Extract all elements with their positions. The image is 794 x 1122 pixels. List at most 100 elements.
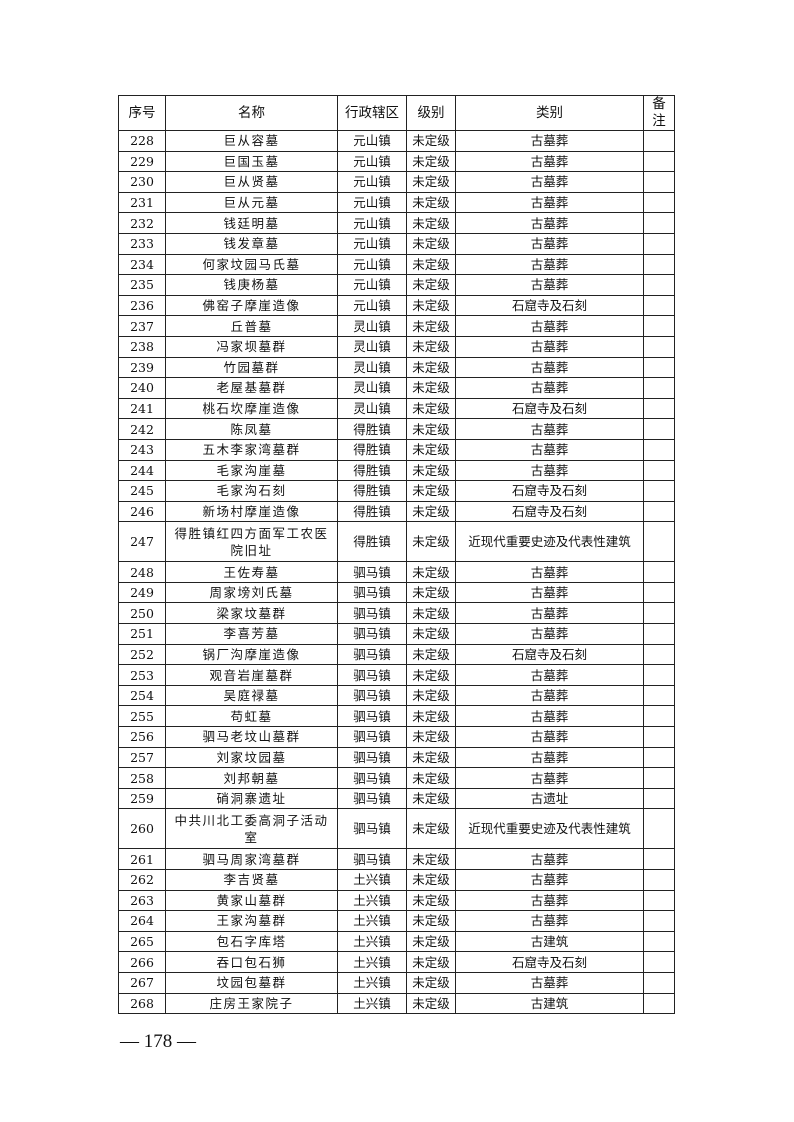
cell-remark	[643, 971, 675, 994]
cell-category: 石窟寺及石刻	[455, 294, 644, 317]
cell-district: 元山镇	[337, 130, 407, 152]
cell-no: 259	[118, 787, 166, 810]
cell-category: 古墓葬	[455, 459, 644, 482]
cell-name: 梁家坟墓群	[165, 602, 338, 625]
cell-level: 未定级	[406, 253, 456, 276]
table-row: 261 驷马周家湾墓群 驷马镇 未定级 古墓葬	[118, 848, 675, 870]
cell-district: 驷马镇	[337, 808, 407, 850]
table-row: 265 包石字库塔 土兴镇 未定级 古建筑	[118, 930, 675, 953]
table-row: 238 冯家坝墓群 灵山镇 未定级 古墓葬	[118, 335, 675, 358]
cell-no: 249	[118, 581, 166, 604]
cell-level: 未定级	[406, 910, 456, 932]
cell-level: 未定级	[406, 602, 456, 625]
cell-name: 佛窑子摩崖造像	[165, 294, 338, 317]
cell-no: 229	[118, 150, 166, 173]
table-row: 262 李吉贤墓 土兴镇 未定级 古墓葬	[118, 869, 675, 891]
cell-district: 灵山镇	[337, 356, 407, 379]
cell-no: 237	[118, 315, 166, 337]
table-row: 255 苟虹墓 驷马镇 未定级 古墓葬	[118, 705, 675, 728]
cell-category: 古墓葬	[455, 889, 644, 912]
table-row: 246 新场村摩崖造像 得胜镇 未定级 石窟寺及石刻	[118, 500, 675, 523]
cell-district: 驷马镇	[337, 848, 407, 870]
page-number: — 178 —	[120, 1031, 196, 1052]
cell-category: 石窟寺及石刻	[455, 643, 644, 666]
cell-district: 土兴镇	[337, 889, 407, 912]
cell-district: 元山镇	[337, 150, 407, 173]
cell-category: 石窟寺及石刻	[455, 480, 644, 502]
cell-district: 元山镇	[337, 171, 407, 193]
table-row: 252 锅厂沟摩崖造像 驷马镇 未定级 石窟寺及石刻	[118, 643, 675, 666]
table-row: 244 毛家沟崖墓 得胜镇 未定级 古墓葬	[118, 459, 675, 482]
cell-district: 土兴镇	[337, 869, 407, 891]
header-district: 行政辖区	[337, 95, 407, 131]
cell-name: 驷马周家湾墓群	[165, 848, 338, 870]
cell-no: 255	[118, 705, 166, 728]
header-remark: 备注	[643, 95, 675, 131]
cell-name: 巨国玉墓	[165, 150, 338, 173]
cell-category: 古墓葬	[455, 356, 644, 379]
cell-level: 未定级	[406, 930, 456, 953]
table-row: 259 硝洞寨遗址 驷马镇 未定级 古遗址	[118, 787, 675, 810]
cell-category: 古墓葬	[455, 705, 644, 728]
cell-no: 266	[118, 951, 166, 973]
cell-category: 古墓葬	[455, 253, 644, 276]
cell-category: 古墓葬	[455, 581, 644, 604]
cell-no: 257	[118, 746, 166, 769]
cell-remark	[643, 930, 675, 953]
cell-category: 古墓葬	[455, 684, 644, 707]
cell-name: 硝洞寨遗址	[165, 787, 338, 810]
cell-no: 245	[118, 480, 166, 502]
cell-district: 驷马镇	[337, 684, 407, 707]
cell-remark	[643, 910, 675, 932]
cell-district: 驷马镇	[337, 623, 407, 645]
cell-category: 近现代重要史迹及代表性建筑	[455, 808, 644, 850]
cell-remark	[643, 356, 675, 379]
cell-district: 灵山镇	[337, 377, 407, 399]
cell-name: 新场村摩崖造像	[165, 500, 338, 523]
cell-remark	[643, 581, 675, 604]
cell-remark	[643, 377, 675, 399]
cell-remark	[643, 705, 675, 728]
cell-name: 钱发章墓	[165, 232, 338, 255]
cell-no: 258	[118, 767, 166, 789]
cell-category: 古墓葬	[455, 377, 644, 399]
header-no: 序号	[118, 95, 166, 131]
table-row: 249 周家塝刘氏墓 驷马镇 未定级 古墓葬	[118, 581, 675, 604]
cell-no: 248	[118, 561, 166, 583]
header-level: 级别	[406, 95, 456, 131]
cell-level: 未定级	[406, 787, 456, 810]
cell-category: 古墓葬	[455, 869, 644, 891]
cell-name: 王家沟墓群	[165, 910, 338, 932]
cell-remark	[643, 746, 675, 769]
table-row: 242 陈凤墓 得胜镇 未定级 古墓葬	[118, 418, 675, 440]
cell-remark	[643, 951, 675, 973]
table-row: 258 刘邦朝墓 驷马镇 未定级 古墓葬	[118, 767, 675, 789]
cell-no: 242	[118, 418, 166, 440]
cell-district: 灵山镇	[337, 315, 407, 337]
table-row: 267 坟园包墓群 土兴镇 未定级 古墓葬	[118, 971, 675, 994]
cell-no: 262	[118, 869, 166, 891]
cell-category: 古墓葬	[455, 971, 644, 994]
cell-level: 未定级	[406, 418, 456, 440]
header-name: 名称	[165, 95, 338, 131]
cell-level: 未定级	[406, 808, 456, 850]
cell-remark	[643, 643, 675, 666]
cell-remark	[643, 992, 675, 1015]
cell-no: 267	[118, 971, 166, 994]
table-row: 263 黄家山墓群 土兴镇 未定级 古墓葬	[118, 889, 675, 912]
cell-name: 老屋基墓群	[165, 377, 338, 399]
cell-name: 坟园包墓群	[165, 971, 338, 994]
cell-level: 未定级	[406, 191, 456, 214]
table-row: 243 五木李家湾墓群 得胜镇 未定级 古墓葬	[118, 438, 675, 461]
cell-remark	[643, 602, 675, 625]
cell-district: 元山镇	[337, 191, 407, 214]
cell-level: 未定级	[406, 869, 456, 891]
table-row: 240 老屋基墓群 灵山镇 未定级 古墓葬	[118, 377, 675, 399]
cell-no: 239	[118, 356, 166, 379]
cell-category: 古墓葬	[455, 726, 644, 748]
cell-name: 竹园墓群	[165, 356, 338, 379]
table-row: 237 丘普墓 灵山镇 未定级 古墓葬	[118, 315, 675, 337]
cell-remark	[643, 130, 675, 152]
cell-name: 巨从容墓	[165, 130, 338, 152]
cell-category: 古墓葬	[455, 602, 644, 625]
